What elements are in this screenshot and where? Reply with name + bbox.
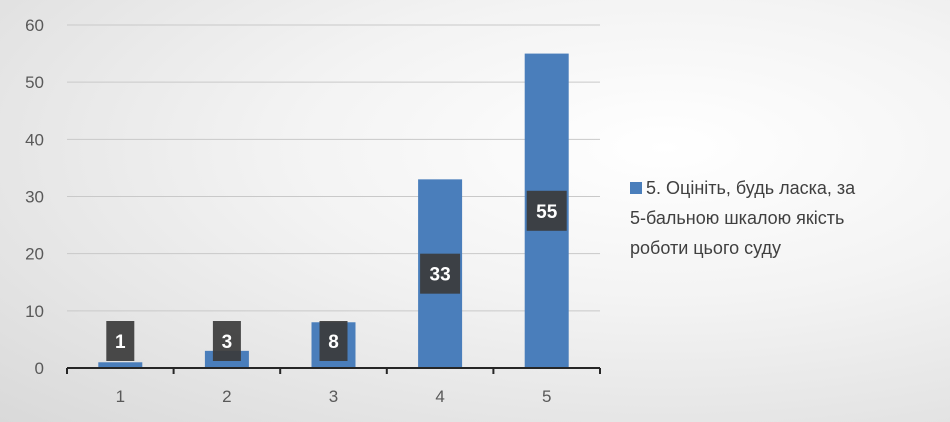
data-label-box <box>319 321 348 361</box>
data-label: 3 <box>212 321 241 361</box>
data-label: 33 <box>420 253 461 294</box>
bar <box>98 362 143 368</box>
x-tick-label: 3 <box>329 387 338 406</box>
data-label-text: 3 <box>222 332 233 353</box>
y-tick-label: 40 <box>25 130 44 149</box>
data-label-text: 1 <box>115 332 126 353</box>
data-label-box <box>420 253 461 294</box>
x-tick-label: 2 <box>222 387 231 406</box>
legend-label: 5. Оцініть, будь ласка, за 5-бальною шка… <box>630 178 856 258</box>
x-tick-label: 1 <box>116 387 125 406</box>
legend-swatch <box>630 182 642 194</box>
y-tick-label: 60 <box>25 16 44 35</box>
data-label: 55 <box>526 190 567 231</box>
data-label: 1 <box>106 321 135 361</box>
data-label-text: 33 <box>430 265 451 286</box>
data-label-box <box>106 321 135 361</box>
data-label-box <box>212 321 241 361</box>
y-tick-label: 50 <box>25 73 44 92</box>
x-tick-label: 5 <box>542 387 551 406</box>
data-label-text: 55 <box>536 202 558 223</box>
y-tick-label: 10 <box>25 302 44 321</box>
data-label-box <box>526 190 567 231</box>
y-tick-label: 30 <box>25 188 44 207</box>
x-tick-label: 4 <box>435 387 444 406</box>
legend: 5. Оцініть, будь ласка, за 5-бальною шка… <box>630 173 875 263</box>
y-tick-label: 20 <box>25 245 44 264</box>
data-label-text: 8 <box>328 332 339 353</box>
y-tick-label: 0 <box>35 359 44 378</box>
data-label: 8 <box>319 321 348 361</box>
